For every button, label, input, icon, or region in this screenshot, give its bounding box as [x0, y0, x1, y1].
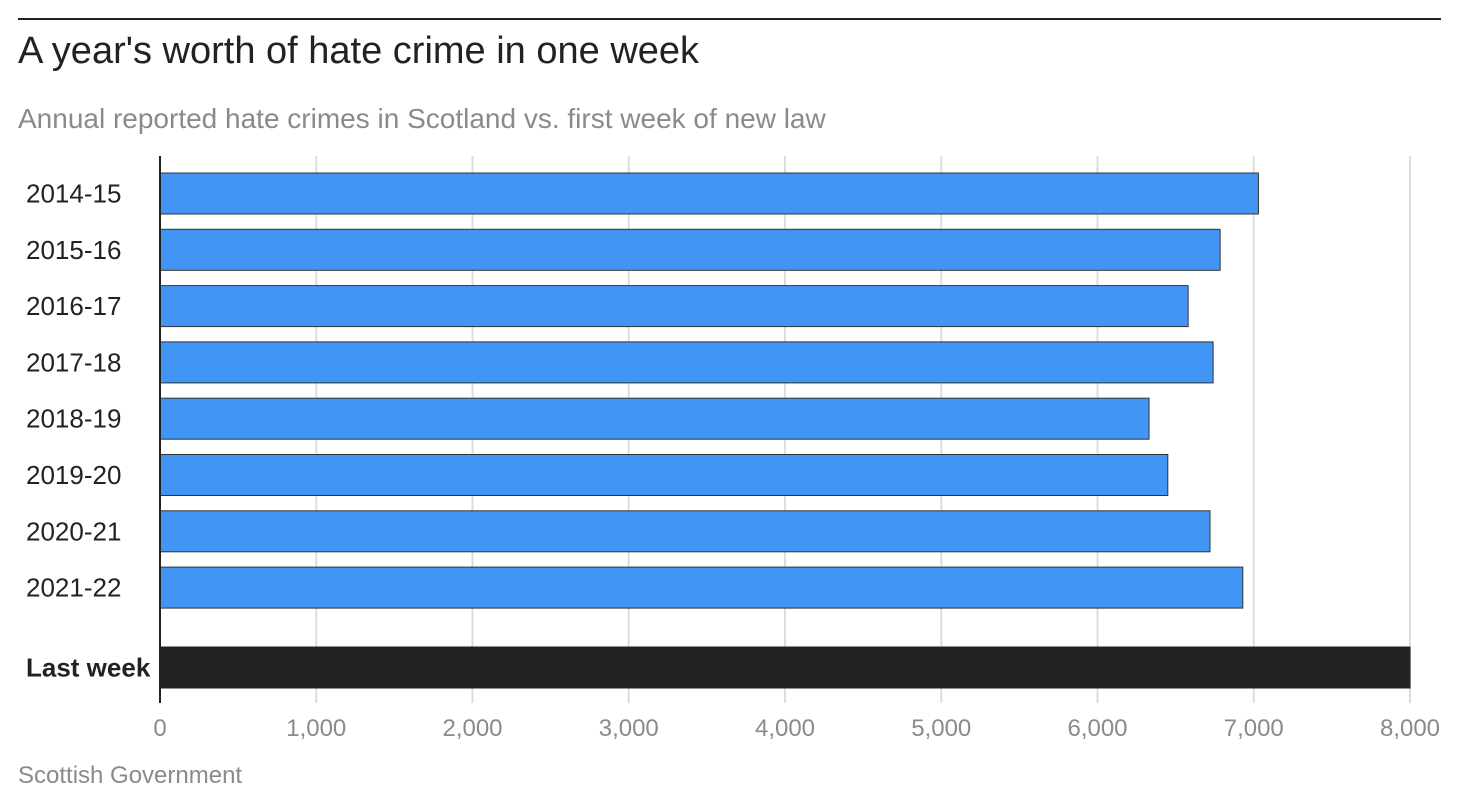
bar	[159, 510, 1211, 553]
category-label: Last week	[26, 653, 151, 683]
category-label: 2021-22	[26, 573, 121, 603]
category-label: 2014-15	[26, 179, 121, 209]
bar	[159, 228, 1221, 271]
x-tick-labels: 0 1,000 2,000 3,000 4,000 5,000 6,000 7,000 8,00…	[153, 715, 1440, 742]
x-tick-label: 8,000	[1380, 715, 1440, 742]
bars	[159, 172, 1411, 689]
bar	[159, 566, 1244, 609]
x-tick-label: 0	[153, 715, 166, 742]
category-label: 2019-20	[26, 460, 121, 490]
category-label: 2016-17	[26, 291, 121, 321]
x-tick-label: 1,000	[286, 715, 346, 742]
x-tick-label: 3,000	[599, 715, 659, 742]
category-labels: 2014-15 2015-16 2016-17 2017-18 2018-19 2019-…	[26, 179, 151, 683]
x-tick-label: 7,000	[1224, 715, 1284, 742]
chart-subtitle: Annual reported hate crimes in Scotland …	[18, 103, 826, 134]
bar	[159, 285, 1189, 328]
bar	[159, 397, 1150, 440]
bar	[159, 341, 1214, 384]
top-rule	[18, 18, 1441, 20]
category-label: 2020-21	[26, 516, 121, 546]
bar	[159, 454, 1169, 496]
chart-title: A year's worth of hate crime in one week	[18, 30, 700, 72]
source-note: Scottish Government	[18, 762, 243, 789]
category-label: 2017-18	[26, 347, 121, 377]
x-tick-label: 5,000	[911, 715, 971, 742]
x-tick-label: 6,000	[1067, 715, 1127, 742]
x-tick-label: 2,000	[442, 715, 502, 742]
bar-highlight	[159, 646, 1411, 689]
category-label: 2015-16	[26, 235, 121, 265]
bar	[159, 172, 1259, 215]
x-tick-label: 4,000	[755, 715, 815, 742]
category-label: 2018-19	[26, 404, 121, 434]
